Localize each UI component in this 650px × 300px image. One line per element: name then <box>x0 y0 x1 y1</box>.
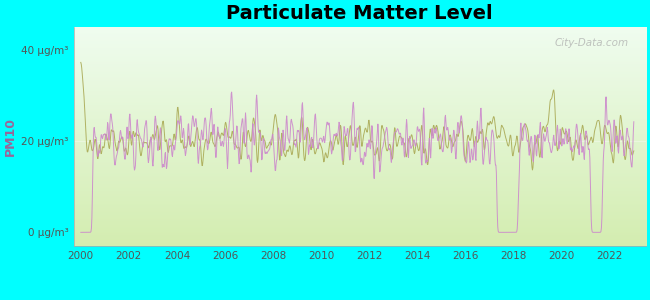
Title: Particulate Matter Level: Particulate Matter Level <box>226 4 493 23</box>
Y-axis label: PM10: PM10 <box>4 117 17 156</box>
Legend: East Dunbar, FL, US: East Dunbar, FL, US <box>267 296 452 300</box>
Text: City-Data.com: City-Data.com <box>554 38 629 48</box>
